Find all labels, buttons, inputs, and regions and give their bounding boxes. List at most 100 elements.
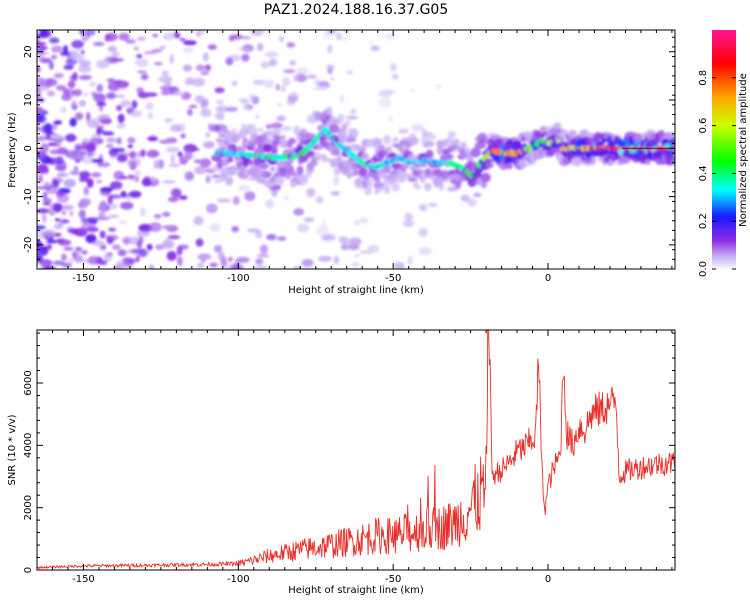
spectrogram-ridge-halo	[306, 150, 315, 158]
spectrogram-noise-blob	[71, 40, 84, 49]
spectrogram-noise-blob	[49, 61, 54, 70]
spectrogram-noise-blob	[129, 258, 140, 263]
spectrogram-noise-blob	[283, 196, 289, 201]
spectrogram-noise-blob	[152, 48, 163, 53]
spectrogram-ridge-halo	[231, 165, 237, 175]
figure-title: PAZ1.2024.188.16.37.G05	[264, 2, 449, 18]
spectrogram-noise-blob	[80, 250, 88, 255]
spectrogram-noise-blob	[238, 184, 251, 192]
spectrogram-noise-blob	[404, 212, 414, 221]
spectrogram-ridge-halo	[391, 182, 400, 192]
spectrogram-noise-blob	[99, 162, 111, 168]
spectrogram-noise-blob	[350, 108, 357, 115]
spectrogram-noise-blob	[42, 213, 47, 224]
spectrogram-ridge-halo	[248, 159, 254, 166]
spectrogram-noise-blob	[170, 124, 181, 133]
spectrogram-noise-blob	[410, 89, 415, 93]
spectrogram-ridge-halo	[255, 171, 263, 176]
spectrogram-noise-blob	[277, 102, 282, 107]
spectrogram-noise-blob	[164, 118, 173, 123]
spectrogram-noise-blob	[217, 198, 231, 203]
spectrogram-noise-blob	[117, 113, 125, 124]
spectrogram-noise-blob	[105, 32, 118, 42]
spectrogram-ridge-halo	[378, 144, 386, 151]
spectrogram-noise-blob	[123, 264, 135, 269]
spectrogram-noise-blob	[89, 138, 103, 145]
spectrogram-noise-blob	[159, 45, 166, 49]
spectrogram-noise-blob	[327, 44, 333, 54]
y-tick-label: 0	[23, 567, 34, 573]
spectrogram-noise-blob	[72, 251, 77, 259]
spectrogram-noise-blob	[340, 243, 349, 251]
spectrogram-ridge-halo	[391, 163, 403, 170]
spectrogram-noise-blob	[195, 238, 204, 247]
spectrogram-noise-blob	[113, 147, 126, 153]
spectrogram-noise-blob	[61, 253, 67, 261]
spectrogram-noise-blob	[136, 54, 143, 59]
spectrogram-noise-blob	[54, 218, 60, 222]
spectrogram-noise-blob	[40, 143, 50, 153]
spectrogram-ridge-halo	[524, 131, 533, 138]
snr-plot-area	[37, 330, 675, 570]
spectrogram-ridge-halo	[390, 173, 398, 183]
snr-y-axis-label: SNR (10 * v/v)	[7, 414, 18, 485]
spectrogram-noise-blob	[278, 36, 285, 42]
spectrogram-noise-blob	[96, 127, 102, 136]
spectrogram-noise-blob	[74, 159, 81, 163]
spectrogram-noise-blob	[214, 87, 225, 94]
spectrogram-noise-blob	[110, 58, 124, 62]
x-tick-label: -150	[72, 574, 95, 585]
spectrogram-ridge-halo	[484, 158, 494, 163]
spectrogram-ridge-halo	[445, 154, 455, 159]
spectrogram-noise-blob	[293, 75, 299, 82]
spectrogram-noise-blob	[93, 93, 106, 103]
spectrogram-noise-blob	[345, 115, 359, 120]
spectrogram-noise-blob	[103, 252, 113, 262]
spectrogram-noise-blob	[37, 114, 45, 124]
spectrogram-noise-blob	[55, 84, 67, 91]
spectrogram-noise-blob	[78, 60, 91, 67]
spectrogram-noise-blob	[74, 112, 84, 121]
snr-series-line	[37, 330, 675, 570]
spectrogram-noise-blob	[38, 46, 48, 50]
spectrogram-noise-blob	[200, 70, 210, 76]
spectrogram-noise-blob	[42, 51, 51, 56]
spectrogram-noise-blob	[60, 106, 67, 113]
spectrogram-ridge-halo	[382, 134, 392, 145]
spectrogram-noise-blob	[44, 229, 56, 238]
spectrogram-ridge-halo	[473, 192, 482, 198]
spectrogram-noise-blob	[81, 138, 90, 144]
spectrogram-ridge-halo	[425, 149, 434, 159]
spectrogram-ridge-halo	[424, 141, 435, 147]
spectrogram-noise-blob	[162, 180, 176, 184]
spectrogram-noise-blob	[232, 80, 238, 87]
spectrogram-ridge-halo	[568, 129, 578, 139]
spectrogram-noise-blob	[134, 175, 140, 183]
spectrogram-noise-blob	[86, 178, 94, 188]
spectrogram-noise-blob	[118, 32, 130, 41]
y-tick-label: 6000	[23, 370, 34, 395]
spectrogram-noise-blob	[37, 208, 50, 214]
spectrogram-noise-blob	[247, 228, 260, 233]
spectrogram-noise-blob	[74, 227, 88, 237]
spectrogram-noise-blob	[54, 156, 64, 164]
spectrogram-noise-blob	[193, 216, 204, 226]
spectrogram-y-axis-label: Frequency (Hz)	[7, 112, 18, 188]
spectrogram-noise-blob	[74, 255, 84, 263]
spectrogram-ridge-halo	[316, 153, 325, 159]
spectrogram-ridge-halo	[260, 133, 268, 139]
spectrogram-ridge-halo	[470, 147, 481, 158]
spectrogram-noise-blob	[47, 142, 58, 147]
spectrogram-noise-blob	[184, 77, 195, 86]
snr-panel: -150 -100 -50 0 0 2000 4000 6000 Height of str…	[7, 329, 676, 596]
spectrogram-noise-blob	[148, 222, 163, 232]
spectrogram-noise-blob	[53, 73, 64, 79]
spectrogram-noise-blob	[241, 53, 250, 62]
spectrogram-ridge-halo	[464, 147, 470, 154]
spectrogram-noise-blob	[160, 90, 172, 96]
spectrogram-noise-blob	[100, 187, 114, 192]
spectrogram-noise-blob	[348, 237, 362, 246]
spectrogram-noise-blob	[63, 64, 74, 70]
spectrogram-noise-blob	[55, 163, 67, 172]
spectrogram-noise-blob	[69, 170, 80, 176]
